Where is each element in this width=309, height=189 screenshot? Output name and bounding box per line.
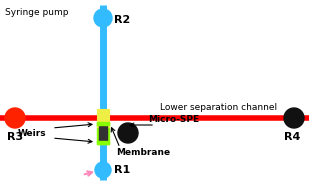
Circle shape [118, 123, 138, 143]
Circle shape [94, 9, 112, 27]
Text: Weirs: Weirs [18, 129, 47, 138]
Bar [97, 109, 109, 127]
Text: Lower separation channel: Lower separation channel [160, 104, 277, 112]
Bar [97, 141, 109, 144]
Text: Membrane: Membrane [116, 148, 170, 157]
Bar [97, 122, 109, 125]
Text: R1: R1 [114, 165, 130, 175]
Text: R2: R2 [114, 15, 130, 25]
Text: Micro-SPE: Micro-SPE [148, 115, 199, 125]
Text: Syringe pump: Syringe pump [5, 8, 69, 17]
Circle shape [284, 108, 304, 128]
Circle shape [5, 108, 25, 128]
Bar [99, 125, 107, 140]
Text: R3: R3 [7, 132, 23, 142]
Circle shape [95, 162, 111, 178]
Bar [97, 122, 109, 144]
Text: R4: R4 [284, 132, 300, 142]
